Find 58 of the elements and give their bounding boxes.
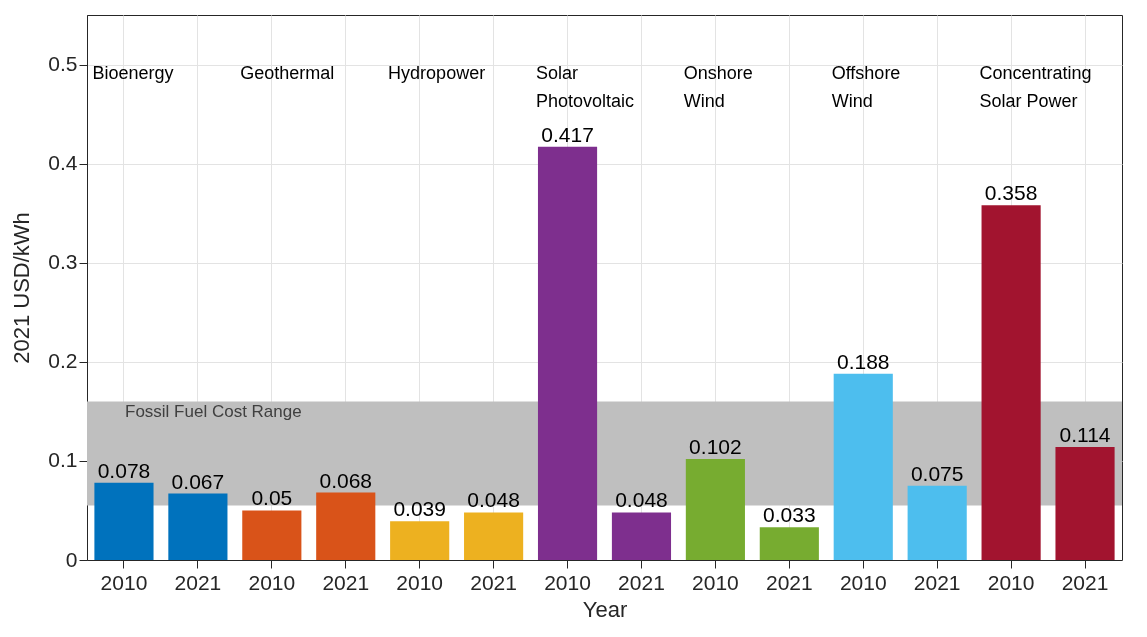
y-tick-label: 0 [65, 547, 78, 571]
x-tick-label: 2021 [765, 570, 813, 594]
bar [464, 512, 524, 560]
x-tick-label: 2021 [174, 570, 222, 594]
bar [759, 527, 819, 560]
bar [611, 512, 672, 560]
data-label: 0.048 [615, 488, 668, 512]
bar [1055, 447, 1115, 560]
bar [242, 510, 302, 560]
bar [907, 485, 967, 560]
x-tick-label: 2021 [1061, 570, 1109, 594]
data-label: 0.075 [910, 461, 964, 485]
data-label: 0.102 [689, 434, 742, 458]
data-label: 0.068 [319, 468, 373, 492]
x-tick-label: 2010 [987, 570, 1035, 594]
band-label: Fossil Fuel Cost Range [125, 402, 302, 422]
annotation: Onshore Wind [683, 63, 753, 111]
data-label: 0.039 [393, 497, 446, 521]
annotation: Offshore Wind [831, 63, 901, 111]
bar [94, 482, 154, 560]
bar [833, 373, 893, 560]
bar [685, 458, 745, 560]
data-label: 0.114 [1059, 423, 1111, 447]
data-label: 0.417 [541, 122, 594, 146]
data-label: 0.05 [251, 486, 293, 510]
bar [537, 146, 598, 560]
x-tick-label: 2021 [470, 570, 517, 594]
annotation: Concentrating Solar Power [979, 63, 1092, 111]
data-label: 0.188 [836, 349, 890, 373]
data-label: 0.048 [467, 488, 520, 512]
y-axis-title: 2021 USD/kWh [9, 212, 35, 364]
data-label: 0.358 [984, 181, 1038, 205]
annotation: Geothermal [240, 63, 335, 83]
annotation: Hydropower [388, 63, 486, 83]
bar [390, 521, 450, 560]
y-tick-label: 0.2 [48, 349, 78, 373]
y-tick-label: 0.1 [48, 448, 78, 472]
bar [168, 493, 228, 560]
x-tick-label: 2010 [248, 570, 296, 594]
x-axis-title: Year [582, 596, 628, 622]
y-tick-label: 0.3 [48, 250, 78, 274]
x-tick-label: 2010 [100, 570, 148, 594]
data-label: 0.067 [171, 469, 225, 493]
data-label: 0.033 [763, 503, 816, 527]
y-tick-label: 0.4 [48, 151, 78, 175]
x-tick-label: 2010 [396, 570, 444, 594]
x-tick-label: 2010 [839, 570, 887, 594]
x-tick-label: 2021 [322, 570, 370, 594]
annotation: Solar Photovoltaic [535, 63, 635, 111]
bar [981, 205, 1041, 560]
annotation: Bioenergy [92, 63, 174, 83]
x-tick-label: 2021 [913, 570, 961, 594]
x-tick-label: 2010 [692, 570, 739, 594]
data-label: 0.078 [97, 458, 151, 482]
bar [316, 492, 376, 560]
y-tick-label: 0.5 [48, 52, 78, 76]
x-tick-label: 2010 [544, 570, 591, 594]
x-tick-label: 2021 [618, 570, 665, 594]
